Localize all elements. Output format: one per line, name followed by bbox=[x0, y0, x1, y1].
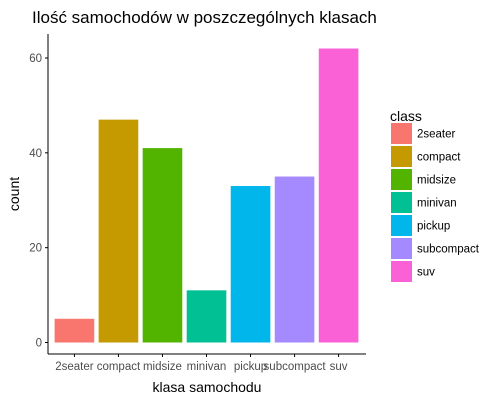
bars-group bbox=[55, 49, 359, 343]
y-tick-label: 40 bbox=[29, 148, 42, 160]
legend-key-suv bbox=[391, 261, 412, 282]
legend-label-minivan: minivan bbox=[417, 198, 457, 210]
y-tick-label: 20 bbox=[29, 243, 42, 255]
bar-pickup bbox=[231, 186, 271, 342]
x-tick-label-compact: compact bbox=[97, 361, 141, 373]
y-tick-label: 0 bbox=[36, 338, 42, 350]
legend-label-suv: suv bbox=[417, 267, 435, 279]
bar-compact bbox=[99, 120, 139, 343]
bar-suv bbox=[319, 49, 359, 343]
legend-key-2seater bbox=[391, 123, 412, 144]
bar-midsize bbox=[143, 148, 183, 342]
x-tick-label-midsize: midsize bbox=[143, 361, 182, 373]
x-tick-label-2seater: 2seater bbox=[55, 361, 94, 373]
legend-label-subcompact: subcompact bbox=[417, 244, 480, 256]
legend-key-subcompact bbox=[391, 238, 412, 259]
legend-title: class bbox=[390, 108, 422, 124]
bar-2seater bbox=[55, 319, 95, 343]
legend-label-2seater: 2seater bbox=[417, 129, 456, 141]
legend-label-compact: compact bbox=[417, 152, 461, 164]
legend-key-compact bbox=[391, 146, 412, 167]
legend-label-midsize: midsize bbox=[417, 175, 456, 187]
x-tick-label-suv: suv bbox=[330, 361, 348, 373]
x-tick-label-subcompact: subcompact bbox=[264, 361, 327, 373]
legend-key-pickup bbox=[391, 215, 412, 236]
y-axis-title: count bbox=[6, 177, 22, 211]
x-tick-label-pickup: pickup bbox=[234, 361, 267, 373]
x-axis-title: klasa samochodu bbox=[153, 379, 262, 395]
bar-minivan bbox=[187, 290, 227, 342]
legend-key-midsize bbox=[391, 169, 412, 190]
legend: class 2seater compact midsize minivan pickup… bbox=[390, 108, 480, 282]
y-axis-ticks: 0 20 40 60 bbox=[29, 53, 48, 350]
legend-label-pickup: pickup bbox=[417, 221, 450, 233]
legend-key-minivan bbox=[391, 192, 412, 213]
chart-title: Ilość samochodów w poszczególnych klasac… bbox=[32, 8, 377, 27]
bar-subcompact bbox=[275, 177, 315, 343]
x-tick-label-minivan: minivan bbox=[187, 361, 227, 373]
y-tick-label: 60 bbox=[29, 53, 42, 65]
x-axis-ticks: 2seater compact midsize minivan pickupsubcom… bbox=[55, 354, 348, 373]
